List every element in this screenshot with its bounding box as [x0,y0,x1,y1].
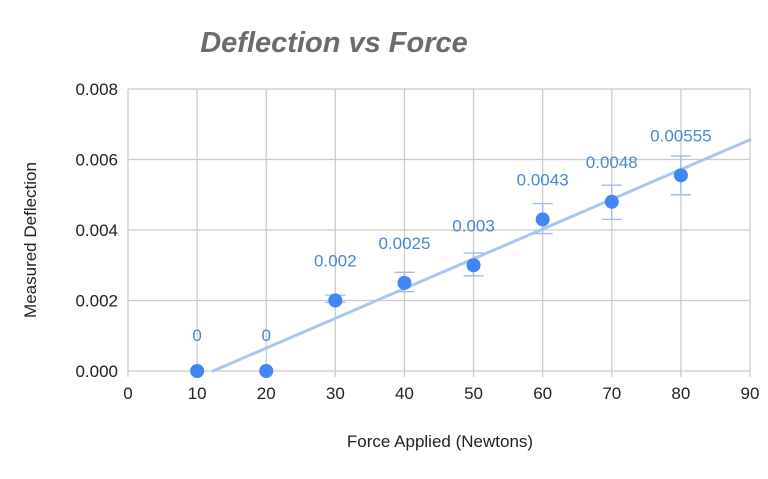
x-tick-label: 80 [671,384,690,403]
data-point [466,258,481,273]
data-label: 0.0025 [378,234,430,253]
x-tick-label: 20 [257,384,276,403]
data-point [397,275,412,290]
data-point [673,168,688,183]
data-point [604,194,619,209]
y-tick-label: 0.006 [75,151,118,170]
y-tick-label: 0.008 [75,80,118,99]
data-label: 0 [261,326,270,345]
trendline [211,138,752,373]
data-point [190,364,205,378]
data-label: 0.00555 [650,126,711,145]
data-label: 0.003 [452,216,495,235]
data-point [259,364,274,378]
chart-title: Deflection vs Force [200,27,468,59]
x-tick-label: 60 [533,384,552,403]
data-point [328,293,343,308]
grid [127,88,751,377]
y-tick-label: 0.000 [75,362,118,381]
x-tick-label: 50 [464,384,483,403]
x-tick-label: 40 [395,384,414,403]
data-labels: 0 0 0.002 0.0025 0.003 0.0043 0.0048 0.00555 [192,126,711,345]
error-bars [325,155,691,303]
y-axis-ticks: 0.000 0.002 0.004 0.006 0.008 [75,80,118,381]
x-tick-label: 10 [188,384,207,403]
data-label: 0.0048 [586,153,638,172]
trendline-layer [211,138,752,373]
y-tick-label: 0.002 [75,292,118,311]
x-axis-label: Force Applied (Newtons) [347,432,533,451]
data-label: 0.0043 [517,170,569,189]
data-point [535,212,550,227]
data-label: 0.002 [314,252,357,271]
data-label: 0 [192,326,201,345]
y-tick-label: 0.004 [75,221,118,240]
y-axis-label: Measured Deflection [21,162,40,318]
x-axis-ticks: 0 10 20 30 40 50 60 70 80 90 [123,384,759,403]
data-points [190,168,688,378]
x-tick-label: 30 [326,384,345,403]
x-tick-label: 0 [123,384,132,403]
x-tick-label: 90 [741,384,760,403]
x-tick-label: 70 [602,384,621,403]
